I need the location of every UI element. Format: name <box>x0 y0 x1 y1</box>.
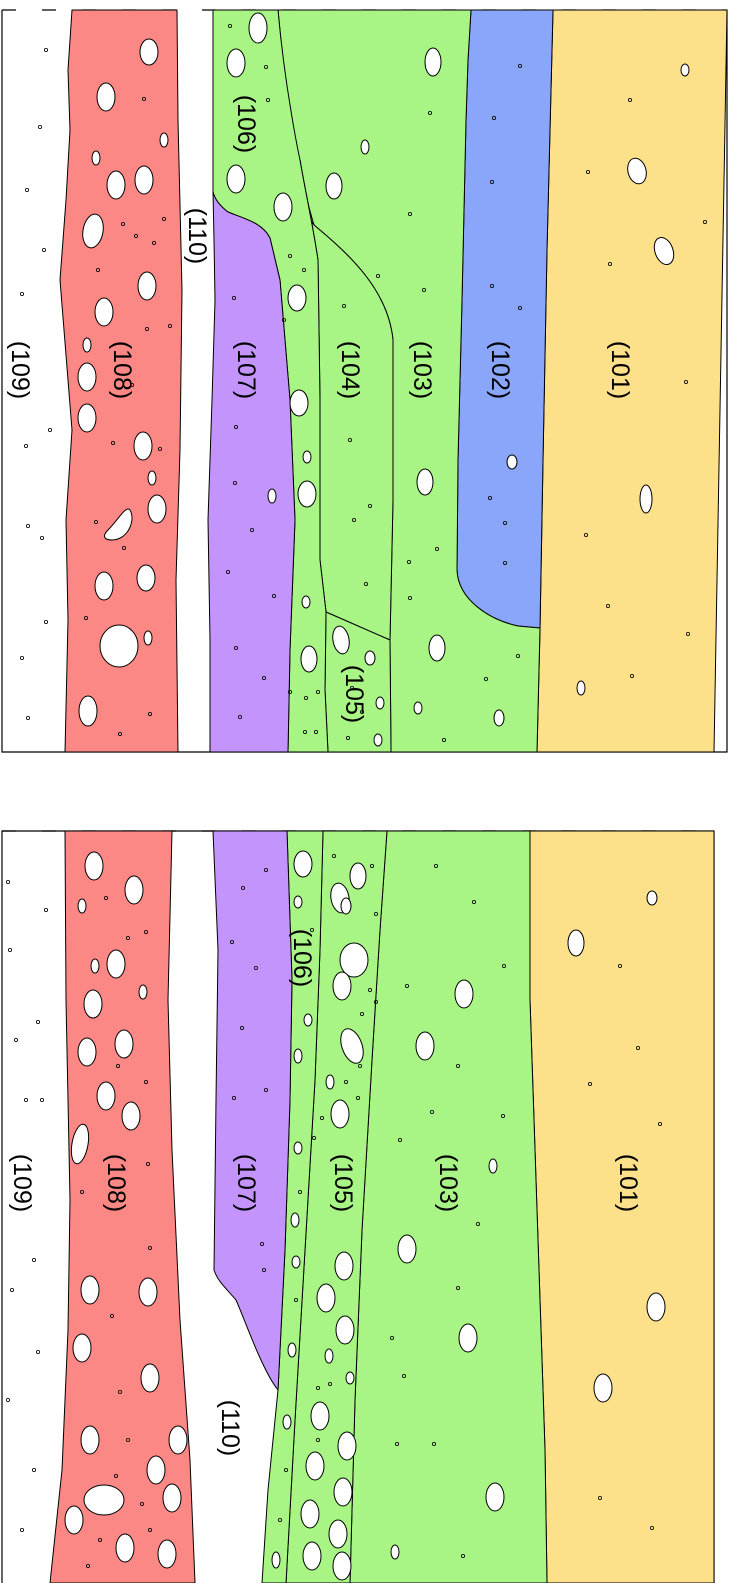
upper-layer-106-pebbles <box>226 12 320 735</box>
upper-label-109: (109) <box>6 341 34 399</box>
lower-section: (101) (103) (105) (106) (107) (108) (109… <box>1 830 715 1583</box>
lower-layer-109-grains <box>6 880 49 1533</box>
lower-label-110: (110) <box>216 1400 244 1457</box>
upper-layer-104-pebbles <box>341 303 372 587</box>
upper-layer-107-pebbles <box>225 295 277 720</box>
upper-layer-108-pebbles <box>77 38 172 737</box>
upper-label-105: (105) <box>340 665 368 723</box>
upper-layer-107 <box>207 191 296 753</box>
upper-label-103: (103) <box>408 341 436 399</box>
lower-layer-103-pebbles <box>389 864 506 1560</box>
lower-layer-105-pebbles <box>300 854 378 1581</box>
lower-layer-108-pebbles <box>64 851 188 1569</box>
lower-label-107: (107) <box>232 1154 260 1212</box>
lower-label-106: (106) <box>288 929 316 987</box>
upper-label-108: (108) <box>108 341 136 399</box>
lower-layer-107-pebbles <box>229 868 268 1273</box>
upper-label-102: (102) <box>486 341 514 399</box>
upper-section-labels: (101) (102) (103) (104) (105) (106) (107… <box>6 95 634 723</box>
lower-layer-107 <box>212 830 293 1392</box>
upper-layer-108 <box>59 9 183 753</box>
upper-layer-109-grains <box>19 48 53 721</box>
upper-label-106: (106) <box>232 95 260 153</box>
lower-layer-108 <box>49 830 196 1583</box>
upper-label-101: (101) <box>606 341 634 399</box>
lower-layer-106-pebbles <box>271 850 314 1569</box>
upper-label-104: (104) <box>336 341 364 399</box>
upper-layer-103-pebbles <box>325 47 521 743</box>
lower-label-101: (101) <box>614 1154 642 1212</box>
lower-label-103: (103) <box>434 1154 462 1212</box>
upper-label-107: (107) <box>232 341 260 399</box>
lower-layer-101-pebbles <box>567 890 666 1531</box>
upper-layer-102 <box>456 9 554 629</box>
upper-label-110: (110) <box>183 208 211 265</box>
upper-layer-105-pebbles <box>332 625 385 747</box>
upper-layer-102-pebbles <box>487 64 523 566</box>
lower-label-108: (108) <box>102 1154 130 1212</box>
lower-section-labels: (101) (103) (105) (106) (107) (108) (109… <box>8 929 642 1456</box>
lower-label-105: (105) <box>329 1154 357 1212</box>
upper-section: (101) (102) (103) (104) (105) (106) (107… <box>1 9 728 753</box>
upper-layer-101-pebbles <box>576 63 708 696</box>
lower-label-109: (109) <box>8 1154 36 1212</box>
